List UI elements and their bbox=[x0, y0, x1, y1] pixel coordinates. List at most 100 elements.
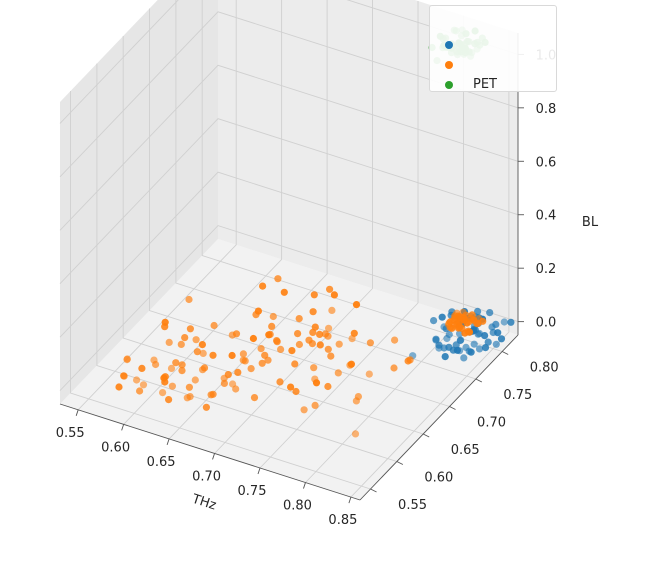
data-point-series-2 bbox=[325, 324, 333, 332]
data-point-series-2 bbox=[309, 308, 317, 316]
x-tick bbox=[212, 453, 215, 460]
grid-line-x bbox=[259, 1, 419, 469]
grid-line-y bbox=[175, 0, 477, 380]
y-tick bbox=[475, 378, 483, 383]
data-point-series-2 bbox=[294, 330, 302, 338]
z-tick-label: 0.6 bbox=[536, 155, 557, 170]
data-point-series-2 bbox=[178, 367, 186, 375]
data-point-series-2 bbox=[295, 315, 303, 323]
data-point-series-2 bbox=[136, 387, 144, 395]
data-point-series-1 bbox=[470, 340, 478, 348]
data-point-series-2 bbox=[324, 345, 332, 353]
data-point-series-2 bbox=[310, 364, 318, 372]
x-axis-line bbox=[59, 403, 361, 501]
data-point-series-2 bbox=[152, 360, 160, 369]
grid-line-y bbox=[96, 63, 398, 462]
z-axis-label: BL bbox=[582, 215, 599, 230]
data-point-series-1 bbox=[438, 313, 446, 321]
x-tick bbox=[166, 438, 170, 446]
data-point-series-2 bbox=[351, 430, 360, 438]
data-point-series-2 bbox=[177, 340, 185, 348]
data-point-series-2 bbox=[258, 359, 266, 367]
grid-line-z bbox=[59, 225, 519, 391]
data-point-series-2 bbox=[334, 369, 342, 377]
data-point-series-2 bbox=[312, 379, 321, 387]
z-tick-label: 0.2 bbox=[536, 262, 557, 277]
data-point-series-2 bbox=[455, 324, 463, 332]
grid-line-z bbox=[59, 64, 519, 231]
x-tick-label: 0.85 bbox=[328, 513, 357, 528]
legend-item-series-1 bbox=[430, 37, 556, 53]
data-point-series-2 bbox=[311, 401, 319, 409]
data-point-series-2 bbox=[292, 387, 300, 396]
z-tick-label: 0.8 bbox=[536, 102, 557, 117]
data-point-series-1 bbox=[456, 347, 464, 355]
data-point-series-1 bbox=[492, 340, 500, 348]
legend-marker-pet bbox=[445, 81, 453, 89]
y-tick-label: 0.55 bbox=[398, 498, 427, 513]
data-point-series-2 bbox=[330, 291, 338, 299]
data-point-series-2 bbox=[168, 382, 176, 390]
data-point-series-1 bbox=[430, 317, 438, 325]
data-point-series-2 bbox=[198, 341, 206, 349]
grid-line-z bbox=[59, 11, 519, 178]
data-point-series-2 bbox=[365, 370, 373, 378]
data-point-series-2 bbox=[199, 366, 207, 374]
y-tick-label: 0.60 bbox=[424, 471, 453, 486]
data-point-series-1 bbox=[441, 353, 449, 361]
data-point-series-2 bbox=[352, 301, 361, 309]
data-point-series-2 bbox=[335, 340, 343, 348]
data-point-series-2 bbox=[470, 316, 478, 324]
data-point-series-2 bbox=[186, 325, 194, 333]
data-point-series-2 bbox=[266, 330, 274, 338]
data-point-series-2 bbox=[210, 321, 218, 330]
data-point-series-2 bbox=[257, 345, 265, 353]
data-point-series-1 bbox=[497, 335, 506, 343]
data-point-series-2 bbox=[133, 376, 141, 384]
data-point-series-2 bbox=[311, 323, 319, 331]
data-point-series-2 bbox=[288, 347, 296, 355]
data-point-series-1 bbox=[435, 344, 443, 352]
x-tick-label: 0.75 bbox=[238, 484, 267, 499]
y-tick-label: 0.75 bbox=[503, 388, 532, 403]
data-point-series-2 bbox=[390, 364, 398, 372]
data-point-series-2 bbox=[316, 341, 324, 349]
data-point-series-2 bbox=[254, 307, 262, 315]
y-tick-label: 0.70 bbox=[477, 416, 506, 431]
data-point-series-2 bbox=[324, 332, 332, 340]
x-axis-label: THz bbox=[189, 491, 218, 513]
data-point-series-1 bbox=[481, 344, 490, 352]
data-point-series-2 bbox=[451, 312, 459, 320]
x-tick-label: 0.70 bbox=[192, 469, 221, 484]
data-point-series-2 bbox=[249, 334, 257, 343]
floor-pane bbox=[60, 239, 518, 500]
legend-marker-series-2 bbox=[445, 61, 453, 69]
data-point-series-2 bbox=[291, 360, 299, 368]
data-point-series-2 bbox=[181, 334, 189, 342]
data-point-series-2 bbox=[268, 322, 276, 330]
legend-item-series-2 bbox=[430, 57, 556, 73]
data-point-series-2 bbox=[259, 282, 267, 290]
data-point-series-2 bbox=[280, 288, 288, 296]
grid-line-y bbox=[122, 36, 424, 435]
data-point-series-2 bbox=[326, 285, 334, 293]
x-tick-label: 0.80 bbox=[283, 499, 312, 514]
data-point-series-2 bbox=[324, 382, 332, 391]
data-point-series-2 bbox=[406, 356, 414, 364]
data-point-series-2 bbox=[120, 372, 128, 380]
grid-line-y bbox=[149, 8, 450, 407]
data-point-series-1 bbox=[507, 318, 515, 326]
data-point-series-2 bbox=[308, 340, 316, 348]
data-point-series-2 bbox=[239, 356, 247, 364]
data-point-series-1 bbox=[486, 309, 494, 317]
data-point-series-2 bbox=[183, 394, 191, 402]
data-point-series-2 bbox=[463, 319, 471, 327]
data-point-series-1 bbox=[481, 332, 489, 340]
data-point-series-2 bbox=[209, 351, 217, 359]
data-point-series-2 bbox=[327, 352, 335, 360]
data-point-series-1 bbox=[474, 307, 482, 315]
y-tick-label: 0.80 bbox=[530, 361, 559, 376]
data-point-series-2 bbox=[172, 359, 180, 367]
data-point-series-2 bbox=[300, 406, 308, 414]
grid-line-x bbox=[123, 0, 283, 425]
